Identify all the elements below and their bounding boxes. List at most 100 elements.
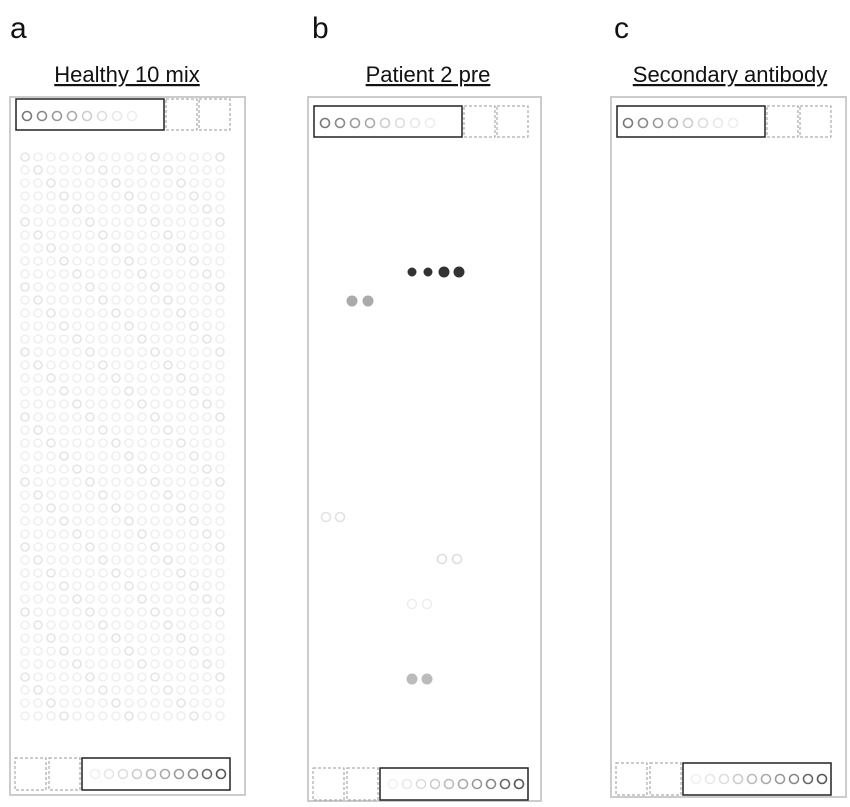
spot (125, 582, 133, 590)
spot (177, 322, 185, 330)
spot (73, 582, 81, 590)
spot (776, 775, 785, 784)
spot (99, 231, 107, 239)
spot (112, 257, 120, 265)
spot (86, 283, 94, 291)
spot (164, 582, 172, 590)
spot (164, 465, 172, 473)
spot (86, 530, 94, 538)
spot (21, 283, 29, 291)
spot (34, 712, 42, 720)
spot (47, 673, 55, 681)
spot (453, 555, 462, 564)
spot (112, 491, 120, 499)
spot (60, 179, 68, 187)
spot (347, 296, 357, 306)
spot (125, 387, 133, 395)
spot (60, 621, 68, 629)
spot (21, 699, 29, 707)
spot (138, 270, 146, 278)
spot (203, 413, 211, 421)
spot (125, 270, 133, 278)
spot (125, 556, 133, 564)
spot (21, 582, 29, 590)
spot (177, 569, 185, 577)
spot (21, 400, 29, 408)
spot (175, 770, 184, 779)
spot (138, 556, 146, 564)
spot (164, 673, 172, 681)
spot (190, 712, 198, 720)
spot (112, 556, 120, 564)
spot (47, 569, 55, 577)
spot (125, 608, 133, 616)
spot (47, 439, 55, 447)
spot (21, 322, 29, 330)
spot (47, 608, 55, 616)
spot (203, 179, 211, 187)
spot (177, 348, 185, 356)
spot (216, 166, 224, 174)
spot (73, 296, 81, 304)
spot (216, 608, 224, 616)
spot (21, 660, 29, 668)
spot (706, 775, 715, 784)
spot (125, 686, 133, 694)
spot (112, 634, 120, 642)
spot (34, 582, 42, 590)
spot (138, 231, 146, 239)
spot (190, 452, 198, 460)
spot (216, 257, 224, 265)
spot (125, 244, 133, 252)
spot (60, 556, 68, 564)
spot (203, 452, 211, 460)
spot (34, 218, 42, 226)
spot (515, 780, 524, 789)
spot (60, 296, 68, 304)
spot (190, 595, 198, 603)
spot (125, 257, 133, 265)
spot (34, 530, 42, 538)
spot (73, 192, 81, 200)
empty-box (767, 106, 798, 137)
spot (112, 426, 120, 434)
spot (60, 257, 68, 265)
panel-letter: b (312, 12, 329, 45)
spot (431, 780, 440, 789)
spot (99, 530, 107, 538)
spot (99, 556, 107, 564)
spot (151, 660, 159, 668)
spot (203, 361, 211, 369)
figure: a Healthy 10 mix b Patient 2 pre c Secon… (0, 0, 850, 802)
spot (112, 218, 120, 226)
spot (151, 465, 159, 473)
spot (21, 595, 29, 603)
spot (216, 569, 224, 577)
spot (47, 192, 55, 200)
spot (73, 569, 81, 577)
spot (177, 699, 185, 707)
spot (73, 491, 81, 499)
spot (99, 569, 107, 577)
spot (73, 621, 81, 629)
spot (177, 712, 185, 720)
spot (151, 530, 159, 538)
spot (99, 673, 107, 681)
spot (86, 374, 94, 382)
spot (47, 465, 55, 473)
spot (151, 153, 159, 161)
spot (47, 283, 55, 291)
spot (86, 205, 94, 213)
spot (60, 569, 68, 577)
spot (60, 634, 68, 642)
spot (73, 335, 81, 343)
spot (164, 218, 172, 226)
spot (190, 296, 198, 304)
spot (73, 205, 81, 213)
spot (21, 439, 29, 447)
spot (203, 465, 211, 473)
spot (151, 452, 159, 460)
spot (21, 296, 29, 304)
spot (34, 595, 42, 603)
spot (190, 244, 198, 252)
